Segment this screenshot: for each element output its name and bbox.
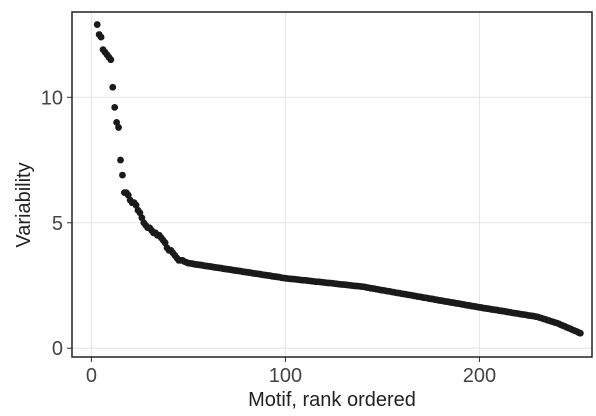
point [111,103,119,111]
x-axis-title: Motif, rank ordered [248,389,416,411]
point [107,56,115,64]
point [119,171,126,179]
plot-border [71,11,593,358]
x-tick-label: 100 [269,365,302,387]
point [109,83,117,91]
x-tick-label: 0 [86,365,97,387]
y-tick-label: 10 [41,87,63,109]
point [576,329,584,337]
point [115,124,122,131]
y-tick-label: 5 [52,213,63,235]
point [117,156,124,164]
y-axis-title: Variability [13,162,35,247]
y-tick-label: 0 [52,338,63,360]
point [97,33,105,41]
point [93,21,101,28]
x-tick-label: 200 [463,365,496,387]
